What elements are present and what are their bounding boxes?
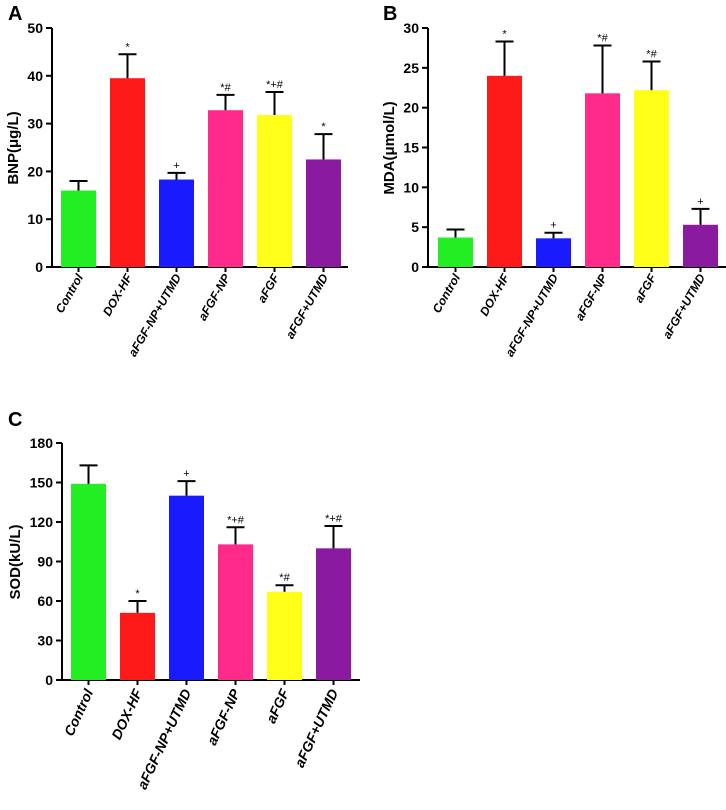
y-tick-label: 10 — [403, 179, 419, 195]
x-tick-label: aFGF-NP — [195, 271, 233, 323]
bar-control — [71, 483, 106, 680]
x-tick-label: aFGF+UTMD — [291, 687, 341, 770]
bar-afgf — [257, 114, 292, 267]
y-tick-label: 20 — [403, 100, 419, 116]
y-tick-label: 30 — [37, 633, 53, 649]
x-tick-label: Control — [430, 271, 464, 316]
y-tick-label: 180 — [30, 435, 54, 451]
significance-mark: *+# — [227, 514, 245, 526]
chart-panel-B: B MDA(μmol/L) 0 5 10 15 20 25 30 Control * DOX-HF + a… — [381, 3, 726, 359]
panel-letter: A — [8, 3, 22, 25]
bar-afgf — [634, 90, 669, 267]
x-tick-label: aFGF — [632, 271, 660, 305]
y-tick-label: 15 — [403, 140, 419, 156]
significance-mark: + — [550, 220, 556, 232]
bar-dox-hf — [487, 75, 522, 267]
bar-control — [61, 190, 96, 267]
bar-afgf-np — [218, 544, 253, 680]
y-tick-label: 10 — [27, 211, 43, 227]
y-tick-label: 40 — [27, 68, 43, 84]
y-tick-label: 120 — [30, 514, 54, 530]
x-tick-label: DOX-HF — [477, 271, 512, 318]
significance-mark: + — [173, 160, 179, 172]
significance-mark: * — [321, 121, 326, 133]
bar-dox-hf — [110, 78, 145, 267]
y-axis-label: MDA(μmol/L) — [381, 101, 398, 194]
panel-letter: B — [383, 3, 397, 25]
y-tick-label: 150 — [30, 475, 54, 491]
x-tick-label: aFGF+UTMD — [660, 271, 708, 341]
chart-panel-A: A BNP(μg/L) 0 10 20 30 40 50 Control * DOX-HF + aFGF… — [5, 3, 348, 359]
y-axis-label: SOD(kU/L) — [7, 524, 24, 599]
x-tick-label: DOX-HF — [108, 686, 145, 742]
significance-mark: *# — [220, 82, 231, 94]
x-tick-label: aFGF-NP+UTMD — [502, 271, 561, 359]
significance-mark: *# — [279, 572, 290, 584]
bar-afgf-utmd — [683, 224, 718, 267]
y-tick-label: 0 — [45, 672, 53, 688]
x-tick-label: aFGF-NP+UTMD — [134, 687, 194, 792]
x-tick-label: DOX-HF — [100, 271, 135, 318]
significance-mark: * — [125, 41, 130, 53]
bar-afgf-np — [585, 93, 620, 268]
chart-panel-C: C SOD(kU/L) 0 30 60 90 120 150 180 Control * DOX-HF… — [7, 409, 360, 792]
significance-mark: * — [135, 588, 140, 600]
significance-mark: *# — [646, 48, 657, 60]
y-tick-label: 30 — [403, 20, 419, 36]
y-tick-label: 0 — [35, 259, 43, 275]
bar-dox-hf — [120, 612, 155, 680]
bar-afgf-np-utmd — [536, 238, 571, 267]
y-tick-label: 25 — [403, 60, 419, 76]
bar-afgf-np-utmd — [159, 179, 194, 267]
x-tick-label: aFGF — [263, 686, 293, 726]
y-tick-label: 30 — [27, 116, 43, 132]
y-tick-label: 90 — [37, 554, 53, 570]
bar-afgf-utmd — [316, 548, 351, 680]
y-axis-label: BNP(μg/L) — [5, 111, 22, 184]
x-tick-label: aFGF-NP — [203, 686, 243, 748]
x-tick-label: aFGF-NP+UTMD — [125, 271, 184, 359]
y-tick-label: 20 — [27, 163, 43, 179]
significance-mark: + — [697, 196, 703, 208]
x-tick-label: aFGF-NP — [572, 271, 610, 323]
bar-afgf-utmd — [306, 159, 341, 267]
significance-mark: + — [183, 468, 189, 480]
bar-afgf — [267, 591, 302, 680]
y-tick-label: 60 — [37, 593, 53, 609]
significance-mark: * — [502, 29, 507, 41]
x-tick-label: Control — [61, 685, 97, 738]
bar-afgf-np-utmd — [169, 495, 204, 680]
bar-control — [438, 237, 473, 267]
significance-mark: *+# — [266, 79, 284, 91]
y-tick-label: 50 — [27, 20, 43, 36]
y-tick-label: 5 — [411, 219, 419, 235]
x-tick-label: aFGF+UTMD — [283, 271, 331, 341]
significance-mark: *# — [597, 33, 608, 45]
significance-mark: *+# — [325, 513, 343, 525]
bar-afgf-np — [208, 110, 243, 267]
panel-letter: C — [8, 409, 22, 431]
x-tick-label: Control — [53, 271, 87, 316]
x-tick-label: aFGF — [255, 271, 283, 305]
y-tick-label: 0 — [411, 259, 419, 275]
